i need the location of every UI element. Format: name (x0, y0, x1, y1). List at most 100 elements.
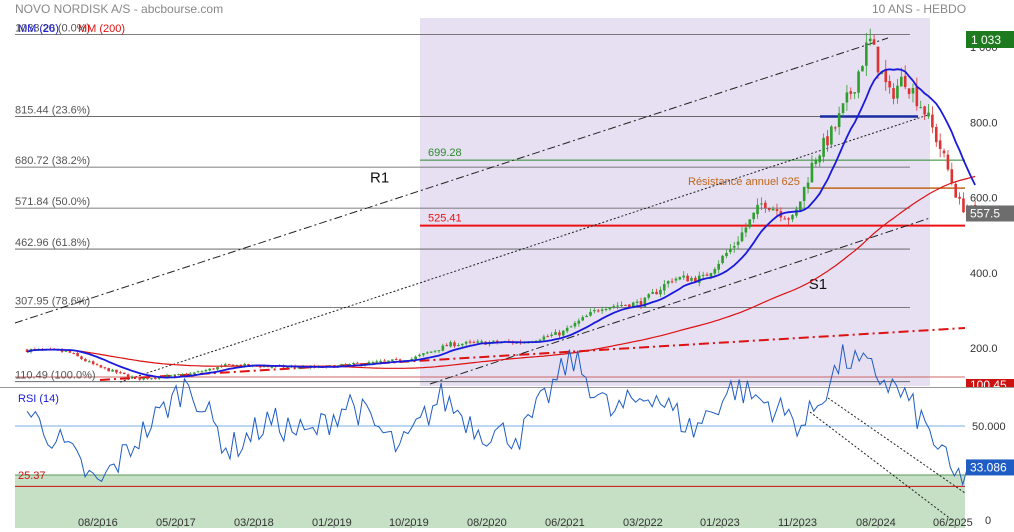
high-price-badge-text: 1 033 (971, 33, 1001, 47)
candle-body (169, 375, 173, 377)
candle-body (573, 322, 577, 327)
candle-body (379, 360, 382, 362)
candle-body (663, 284, 666, 291)
candle-body (64, 350, 68, 352)
candle-body (150, 378, 153, 380)
candle-body (460, 343, 464, 346)
rsi-oversold-zone (15, 475, 965, 528)
last-price-badge-text: 557.5 (970, 206, 1000, 220)
candle-body (938, 140, 942, 149)
candle-body (666, 280, 670, 284)
candle-body (266, 366, 270, 368)
candle-body (375, 361, 379, 363)
ma26-line (26, 68, 976, 379)
last-price-badge (966, 205, 1014, 222)
candle-body (659, 289, 662, 295)
candle-body (616, 305, 619, 307)
rsi-title: RSI (14) (18, 393, 59, 405)
r1-label: R1 (370, 169, 389, 186)
candle-body (538, 339, 542, 342)
candle-body (581, 317, 585, 321)
x-axis-tick-label: 11/2023 (778, 517, 817, 529)
candle-body (837, 113, 841, 128)
price-axis-tick-label: 800.0 (970, 117, 998, 129)
candle-body (826, 136, 829, 146)
candle-body (791, 215, 794, 220)
candle-body (437, 350, 441, 352)
x-axis-tick-label: 10/2019 (389, 517, 429, 529)
candle-body (352, 363, 355, 365)
candle-body (464, 341, 468, 344)
rsi-trend-lower-line (809, 411, 953, 521)
level-699-label: 699.28 (428, 147, 462, 159)
rsi-last-value-badge (966, 459, 1014, 476)
candle-body (231, 364, 235, 367)
candle-body (907, 88, 911, 95)
candle-body (122, 372, 126, 375)
candle-body (468, 341, 472, 343)
candle-body (196, 371, 200, 373)
candle-body (138, 377, 142, 380)
candle-body (445, 345, 449, 347)
candle-body (87, 361, 91, 363)
candle-body (950, 169, 954, 183)
candle-body (729, 248, 732, 253)
candle-body (814, 160, 818, 164)
candle-body (546, 336, 550, 338)
candle-body (709, 273, 713, 277)
x-axis-tick-label: 01/2023 (700, 517, 740, 529)
candle-body (767, 208, 771, 210)
fib-level-label: 110.49 (100.0%) (15, 370, 96, 382)
candle-body (865, 42, 868, 66)
candle-body (212, 368, 215, 370)
candle-body (783, 218, 787, 220)
candle-body (872, 39, 876, 45)
rsi-last-value-text: 33.086 (970, 460, 1007, 474)
candle-body (418, 354, 421, 357)
candle-body (126, 374, 130, 378)
candle-body (371, 362, 375, 364)
candle-body (593, 310, 596, 312)
candle-body (732, 246, 736, 248)
candle-body (771, 208, 775, 211)
candle-body (457, 344, 460, 346)
legend-ma26: MM (26) (18, 23, 59, 35)
candle-body (876, 46, 880, 73)
candle-body (845, 92, 849, 103)
candle-body (830, 126, 833, 145)
candle-body (286, 366, 289, 368)
candle-body (818, 155, 822, 163)
candle-body (849, 91, 853, 94)
candle-body (861, 66, 864, 72)
candle-body (472, 342, 476, 344)
candle-body (433, 350, 437, 352)
candle-body (344, 364, 348, 366)
candle-body (177, 374, 180, 376)
candle-body (690, 278, 693, 281)
chart-period: 10 ANS - HEBDO (872, 2, 967, 16)
x-axis-tick-label: 05/2017 (156, 517, 196, 529)
fib-level-label: 307.95 (78.6%) (15, 295, 90, 307)
candle-body (701, 274, 705, 276)
candle-body (134, 376, 138, 378)
candle-body (297, 367, 301, 369)
candle-body (900, 76, 903, 87)
candle-body (181, 374, 184, 376)
candle-body (561, 330, 565, 336)
chart-source-title: NOVO NORDISK A/S - abcbourse.com (15, 2, 224, 16)
candle-body (165, 375, 169, 378)
candle-body (655, 291, 658, 295)
candle-body (705, 274, 709, 276)
candle-body (223, 364, 227, 367)
candle-body (367, 362, 371, 365)
candle-body (476, 341, 480, 343)
candle-body (833, 127, 837, 129)
candle-body (99, 365, 103, 368)
candle-body (612, 305, 616, 307)
candle-body (200, 371, 204, 373)
rsi-line (26, 344, 976, 487)
candle-body (892, 88, 895, 99)
candle-body (942, 150, 946, 154)
